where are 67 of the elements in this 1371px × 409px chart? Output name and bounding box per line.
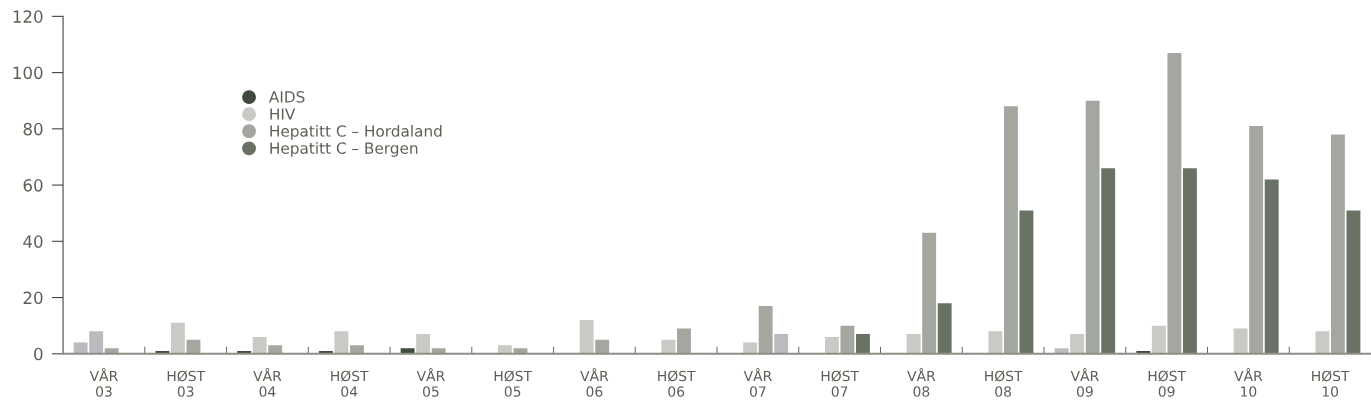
x-tick-label: VÅR 03 [89,368,118,397]
x-tick-label: HØST 05 [494,370,533,397]
bar [856,334,870,354]
x-tick-label: VÅR 04 [253,368,282,397]
y-tick-label: 0 [34,347,43,361]
bar [1003,106,1018,354]
x-tick-label: VÅR 10 [1234,368,1263,397]
legend-label: Hepatitt C – Bergen [270,142,418,157]
bar [595,339,610,354]
bar [1330,134,1345,354]
bar [922,232,937,354]
x-tick-label: HØST 10 [1312,370,1350,397]
bar [1167,52,1182,354]
legend-label: AIDS [269,91,305,103]
bar [1315,331,1330,354]
bar [252,336,267,354]
y-tick-label: 120 [13,10,43,23]
x-tick-label: VÅR 05 [416,368,445,397]
x-tick-label: HØST 04 [331,370,369,397]
y-tick-label: 40 [23,235,43,248]
x-tick-label: HØST 03 [167,370,206,397]
bar [104,348,119,354]
bar [334,331,349,354]
bar [988,331,1003,354]
bar [400,348,415,354]
bar [1346,210,1361,354]
bar [906,334,921,354]
bar [268,345,283,354]
bar [1233,328,1248,354]
bar [416,334,431,354]
bar [1085,100,1100,354]
y-tick-label: 60 [23,179,43,192]
bar [170,322,185,354]
bar [774,334,789,354]
legend-label: HIV [270,108,296,120]
bar [497,345,512,354]
y-tick-label: 80 [23,122,43,136]
bar [1019,210,1034,354]
bar [676,328,691,354]
bar [758,305,773,354]
bar [1182,168,1197,354]
bar [579,320,594,354]
y-tick-label: 20 [23,291,43,305]
bar [937,303,952,354]
bar [1151,325,1166,354]
x-tick-label: VÅR 08 [907,368,936,397]
x-tick-label: HØST 08 [985,370,1023,397]
bar [1054,348,1069,354]
y-tick-label: 100 [13,66,43,80]
bar [1249,126,1264,354]
x-tick-label: HØST 09 [1148,370,1187,397]
x-tick-label: HØST 06 [658,370,696,397]
x-tick-label: VÅR 09 [1070,368,1099,397]
bar [743,342,758,354]
x-tick-label: HØST 07 [821,370,860,397]
bar [824,336,839,354]
bar [1264,179,1279,354]
bar [661,339,676,354]
bar [1070,334,1085,354]
bar [349,345,364,354]
bar [513,348,528,354]
legend-label: Hepatitt C – Hordaland [270,125,442,140]
bar [431,348,446,354]
bar [1101,168,1116,354]
x-tick-label: VÅR 06 [580,368,609,397]
x-tick-label: VÅR 07 [743,368,772,397]
bar [840,325,855,354]
